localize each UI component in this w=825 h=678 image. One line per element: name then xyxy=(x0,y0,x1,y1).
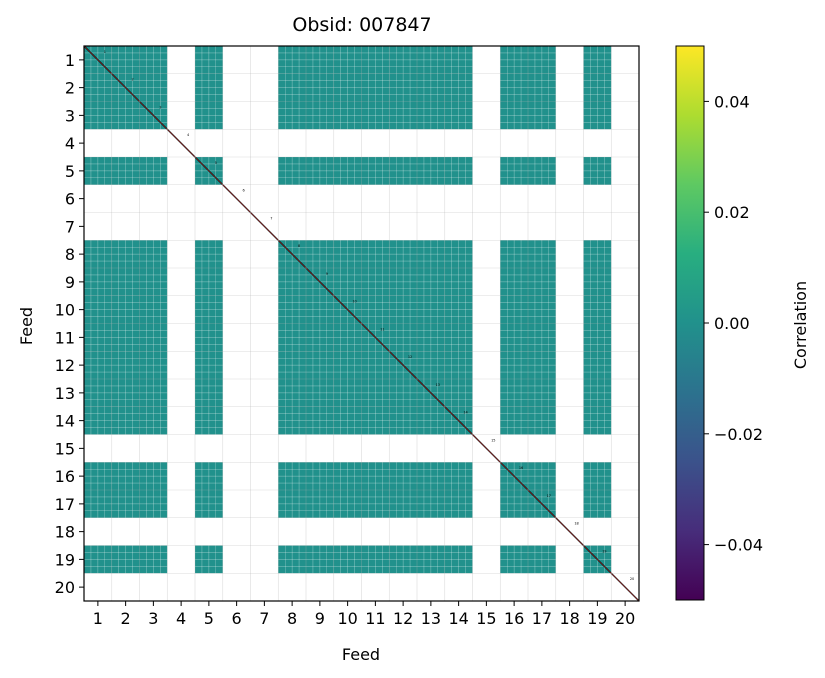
x-tick-label: 20 xyxy=(615,609,635,628)
x-tick-label: 7 xyxy=(259,609,269,628)
x-tick-label: 5 xyxy=(204,609,214,628)
diagonal-label: 19 xyxy=(602,549,606,553)
x-tick-label: 18 xyxy=(559,609,579,628)
x-tick-label: 12 xyxy=(393,609,413,628)
y-tick-label: 19 xyxy=(55,550,75,569)
x-tick-label: 9 xyxy=(315,609,325,628)
diagonal-label: 5 xyxy=(215,161,217,165)
x-tick-label: 19 xyxy=(587,609,607,628)
colorbar-tick-label: −0.04 xyxy=(714,536,763,555)
diagonal-label: 7 xyxy=(270,216,272,220)
y-tick-label: 16 xyxy=(55,467,75,486)
x-tick-label: 1 xyxy=(93,609,103,628)
x-tick-label: 10 xyxy=(337,609,357,628)
diagonal-label: 13 xyxy=(436,383,440,387)
x-tick-label: 17 xyxy=(532,609,552,628)
y-tick-label: 4 xyxy=(65,134,75,153)
colorbar-tick-label: 0.00 xyxy=(714,314,750,333)
diagonal-stroke-red xyxy=(83,45,640,602)
grid-lines xyxy=(84,46,639,601)
diagonal-label: 11 xyxy=(380,327,384,331)
x-tick-label: 11 xyxy=(365,609,385,628)
x-tick-label: 4 xyxy=(176,609,186,628)
plot-frame xyxy=(83,45,640,602)
diagonal-label: 12 xyxy=(408,355,412,359)
diagonal-label: 15 xyxy=(491,438,495,442)
y-tick-label: 13 xyxy=(55,384,75,403)
y-tick-label: 3 xyxy=(65,106,75,125)
x-tick-label: 3 xyxy=(148,609,158,628)
x-tick-label: 16 xyxy=(504,609,524,628)
y-tick-label: 18 xyxy=(55,523,75,542)
colorbar-ticks: −0.04 −0.02 0.00 0.02 0.04 xyxy=(704,92,763,555)
diagonal-label: 4 xyxy=(187,133,190,137)
y-tick-label: 20 xyxy=(55,578,75,597)
y-tick-label: 1 xyxy=(65,51,75,70)
y-tick-label: 12 xyxy=(55,356,75,375)
diagonal-label: 20 xyxy=(630,577,634,581)
y-tick-label: 10 xyxy=(55,301,75,320)
y-tick-label: 15 xyxy=(55,439,75,458)
diagonal-label: 10 xyxy=(352,300,356,304)
diagonal-label: 8 xyxy=(298,244,300,248)
colorbar-label: Correlation xyxy=(791,281,810,369)
x-tick-label: 15 xyxy=(476,609,496,628)
y-tick-label: 6 xyxy=(65,190,75,209)
x-axis-ticks: 1 2 3 4 5 6 7 8 9 10 11 12 13 14 15 16 17 18 19 20 xyxy=(93,601,635,628)
x-tick-label: 13 xyxy=(421,609,441,628)
colorbar-tick-label: 0.04 xyxy=(714,92,750,111)
diagonal-label: 1 xyxy=(104,50,106,54)
colorbar-tick-label: −0.02 xyxy=(714,425,763,444)
diagonal-label: 2 xyxy=(131,78,133,82)
diagonal-label: 17 xyxy=(547,494,551,498)
diagonal-label: 9 xyxy=(326,272,328,276)
y-tick-label: 11 xyxy=(55,328,75,347)
diagonal-label: 14 xyxy=(463,411,468,415)
y-tick-label: 8 xyxy=(65,245,75,264)
colorbar-tick-label: 0.02 xyxy=(714,203,750,222)
y-axis-label: Feed xyxy=(17,307,36,345)
y-tick-label: 5 xyxy=(65,162,75,181)
x-tick-label: 8 xyxy=(287,609,297,628)
x-tick-label: 6 xyxy=(232,609,242,628)
x-tick-label: 14 xyxy=(448,609,468,628)
y-tick-label: 2 xyxy=(65,79,75,98)
y-tick-label: 14 xyxy=(55,412,75,431)
diagonal-label: 18 xyxy=(574,522,578,526)
chart-title: Obsid: 007847 xyxy=(292,14,431,36)
y-tick-label: 17 xyxy=(55,495,75,514)
colorbar xyxy=(675,45,705,601)
diagonal-label: 16 xyxy=(519,466,523,470)
y-tick-label: 9 xyxy=(65,273,75,292)
diagonal-label: 3 xyxy=(159,105,161,109)
x-tick-label: 2 xyxy=(121,609,131,628)
y-tick-label: 7 xyxy=(65,217,75,236)
x-axis-label: Feed xyxy=(342,645,380,664)
diagonal-label: 6 xyxy=(242,189,244,193)
